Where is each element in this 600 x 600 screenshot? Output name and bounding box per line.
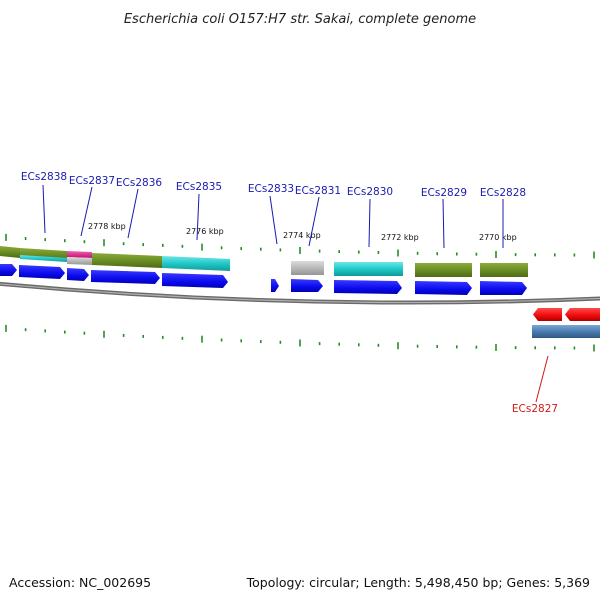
gene-arrow[interactable] xyxy=(533,308,562,321)
feature-block xyxy=(67,251,92,258)
gene-arrow[interactable] xyxy=(19,265,65,279)
forward-gene-labels: ECs2838 ECs2837 ECs2836 ECs2835 ECs2833 … xyxy=(21,171,526,199)
gene-label[interactable]: ECs2835 xyxy=(176,181,222,193)
feature-block xyxy=(0,246,20,258)
leader-line xyxy=(269,195,278,245)
label-leaders xyxy=(42,184,504,249)
feature-band xyxy=(0,246,600,338)
gene-arrow[interactable] xyxy=(162,273,228,288)
ruler-label: 2776 kbp xyxy=(186,227,224,236)
gene-label[interactable]: ECs2830 xyxy=(347,186,393,198)
gene-arrow[interactable] xyxy=(480,281,527,295)
feature-block xyxy=(532,325,600,338)
feature-block xyxy=(480,263,528,277)
feature-block xyxy=(92,253,162,268)
leader-line xyxy=(196,193,200,241)
feature-block xyxy=(415,263,472,277)
gene-arrow[interactable] xyxy=(91,270,160,284)
ruler-label: 2772 kbp xyxy=(381,233,419,242)
outer-tick-marks xyxy=(5,233,595,259)
map-title: Escherichia coli O157:H7 str. Sakai, com… xyxy=(124,12,476,27)
gene-label[interactable]: ECs2837 xyxy=(69,175,115,187)
leader-line xyxy=(80,186,93,237)
feature-block xyxy=(67,257,92,265)
feature-block xyxy=(162,256,230,271)
gene-label[interactable]: ECs2828 xyxy=(480,187,526,199)
leader-line xyxy=(127,188,139,239)
gene-arrow[interactable] xyxy=(0,264,17,276)
genome-backbone-highlight xyxy=(0,283,600,304)
ruler-label: 2774 kbp xyxy=(283,231,321,240)
gene-label[interactable]: ECs2838 xyxy=(21,171,67,183)
leader-line xyxy=(535,355,549,403)
gene-label[interactable]: ECs2831 xyxy=(295,185,341,197)
accession-text: Accession: NC_002695 xyxy=(9,575,151,590)
gene-arrow[interactable] xyxy=(415,281,472,295)
inner-tick-marks xyxy=(5,324,595,352)
gene-arrow[interactable] xyxy=(271,279,279,292)
gene-label[interactable]: ECs2827 xyxy=(512,403,558,415)
ruler-labels: 2778 kbp 2776 kbp 2774 kbp 2772 kbp 2770… xyxy=(88,222,517,242)
ruler-label: 2778 kbp xyxy=(88,222,126,231)
gene-arrow[interactable] xyxy=(67,268,89,281)
gene-label[interactable]: ECs2833 xyxy=(248,183,294,195)
leader-line xyxy=(368,198,371,248)
reverse-genes xyxy=(533,308,600,321)
leader-line xyxy=(42,184,46,234)
gene-arrow[interactable] xyxy=(291,279,323,292)
feature-block xyxy=(334,262,403,276)
leader-line xyxy=(308,196,320,247)
leader-line xyxy=(442,198,445,249)
feature-block xyxy=(20,255,67,262)
gene-label[interactable]: ECs2836 xyxy=(116,177,162,189)
topology-text: Topology: circular; Length: 5,498,450 bp… xyxy=(246,575,590,590)
gene-arrow[interactable] xyxy=(334,280,402,294)
feature-block xyxy=(291,261,324,275)
gene-arrow[interactable] xyxy=(565,308,600,321)
forward-genes xyxy=(0,264,527,295)
ruler-label: 2770 kbp xyxy=(479,233,517,242)
gene-label[interactable]: ECs2829 xyxy=(421,187,467,199)
